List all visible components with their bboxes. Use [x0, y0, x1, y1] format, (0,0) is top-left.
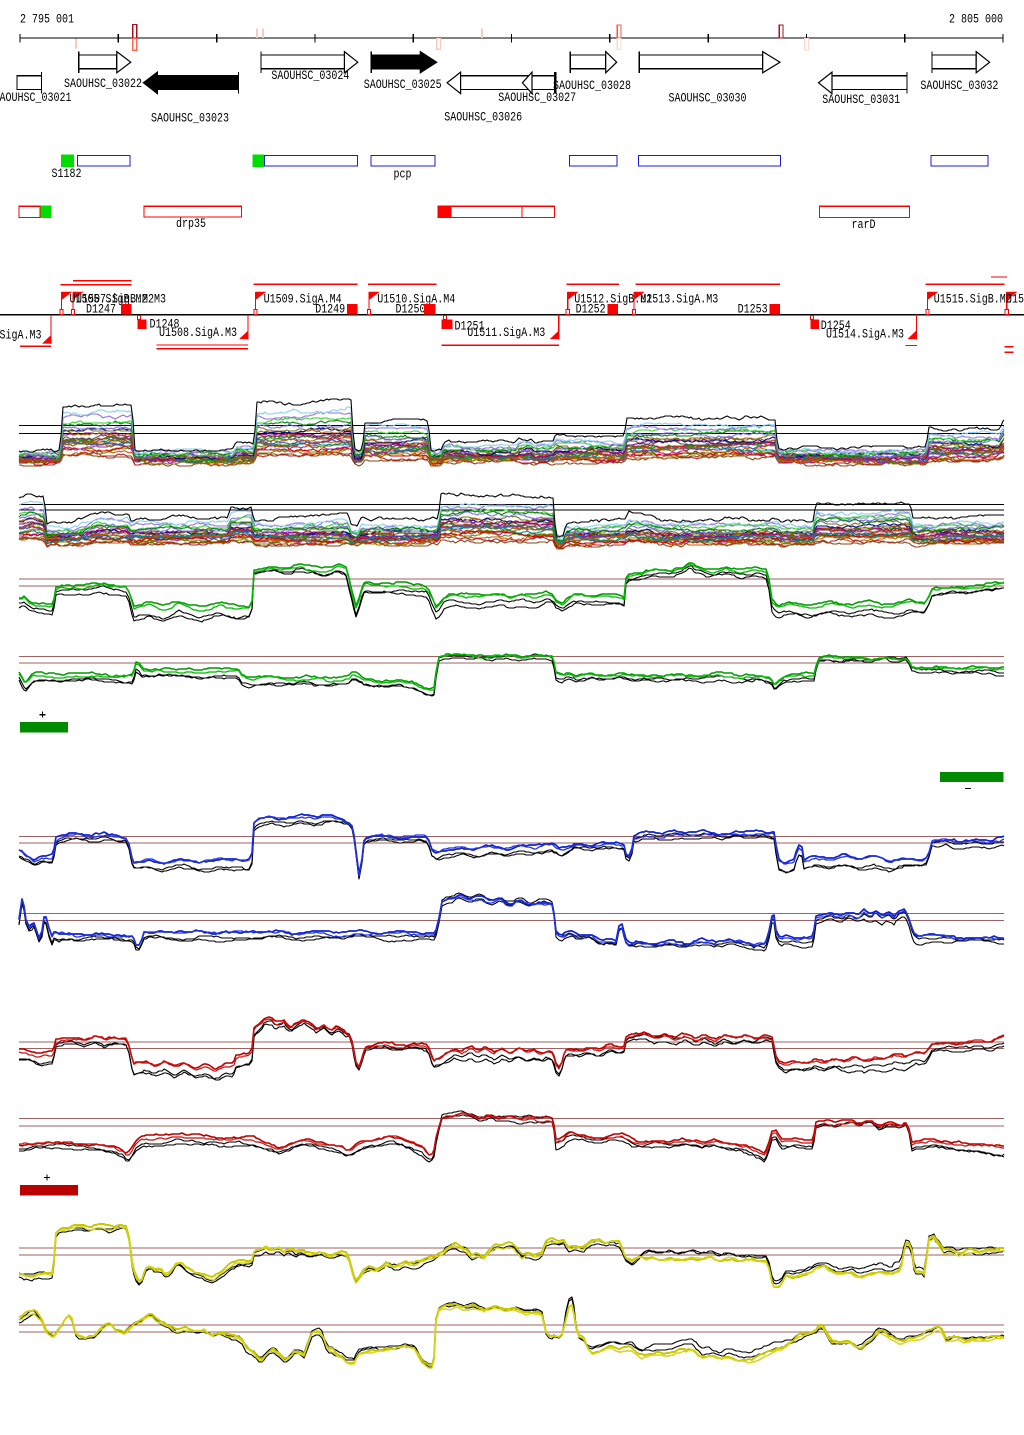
svg-text:SAOUHSC_03024: SAOUHSC_03024	[271, 69, 349, 83]
svg-text:U1513.SigA.M3: U1513.SigA.M3	[640, 293, 718, 307]
svg-text:U1509.SigA.M4: U1509.SigA.M4	[264, 293, 342, 307]
svg-text:U1508.SigA.M3: U1508.SigA.M3	[159, 326, 237, 340]
svg-text:D1252: D1252	[576, 302, 606, 316]
svg-text:SAOUHSC_03027: SAOUHSC_03027	[498, 91, 576, 105]
svg-text:SAOUHSC_03031: SAOUHSC_03031	[822, 93, 900, 107]
svg-text:D1247: D1247	[86, 302, 116, 316]
svg-text:2 805 000: 2 805 000	[949, 13, 1003, 27]
svg-text:D1251: D1251	[455, 320, 485, 334]
svg-text:pcp: pcp	[394, 168, 412, 182]
svg-text:D1253: D1253	[738, 302, 768, 316]
svg-text:D1249: D1249	[315, 302, 345, 316]
svg-text:D1254: D1254	[821, 319, 851, 333]
svg-text:SAOUHSC_03021: SAOUHSC_03021	[0, 91, 72, 105]
svg-text:U1516.SigB.M3: U1516.SigB.M3	[1006, 293, 1024, 307]
svg-text:SAOUHSC_03032: SAOUHSC_03032	[920, 79, 998, 93]
svg-text:U1507.SigB.M2M3: U1507.SigB.M2M3	[76, 293, 166, 307]
svg-text:U1512.SigB.M2: U1512.SigB.M2	[574, 293, 652, 307]
svg-text:SAOUHSC_03023: SAOUHSC_03023	[151, 111, 229, 125]
svg-text:SAOUHSC_03022: SAOUHSC_03022	[64, 77, 142, 91]
svg-text:S1182: S1182	[52, 167, 82, 181]
svg-text:SAOUHSC_03025: SAOUHSC_03025	[364, 78, 442, 92]
svg-text:D1248: D1248	[150, 318, 180, 332]
svg-text:D1250: D1250	[396, 302, 426, 316]
svg-text:U1514.SigA.M3: U1514.SigA.M3	[826, 327, 904, 341]
svg-text:U1511.SigA.M3: U1511.SigA.M3	[467, 326, 545, 340]
svg-text:drp35: drp35	[176, 217, 206, 231]
svg-text:SAOUHSC_03028: SAOUHSC_03028	[553, 79, 631, 93]
svg-text:U1504.SigA.M3: U1504.SigA.M3	[0, 329, 42, 343]
svg-text:U1515.SigB.M2: U1515.SigB.M2	[934, 293, 1012, 307]
svg-text:2 795 001: 2 795 001	[20, 13, 74, 27]
svg-text:SAOUHSC_03026: SAOUHSC_03026	[444, 111, 522, 125]
svg-text:rarD: rarD	[852, 218, 876, 232]
svg-text:U1505.SigB.M2: U1505.SigB.M2	[70, 293, 148, 307]
svg-text:U1510.SigA.M4: U1510.SigA.M4	[377, 293, 455, 307]
svg-text:SAOUHSC_03030: SAOUHSC_03030	[669, 92, 747, 106]
